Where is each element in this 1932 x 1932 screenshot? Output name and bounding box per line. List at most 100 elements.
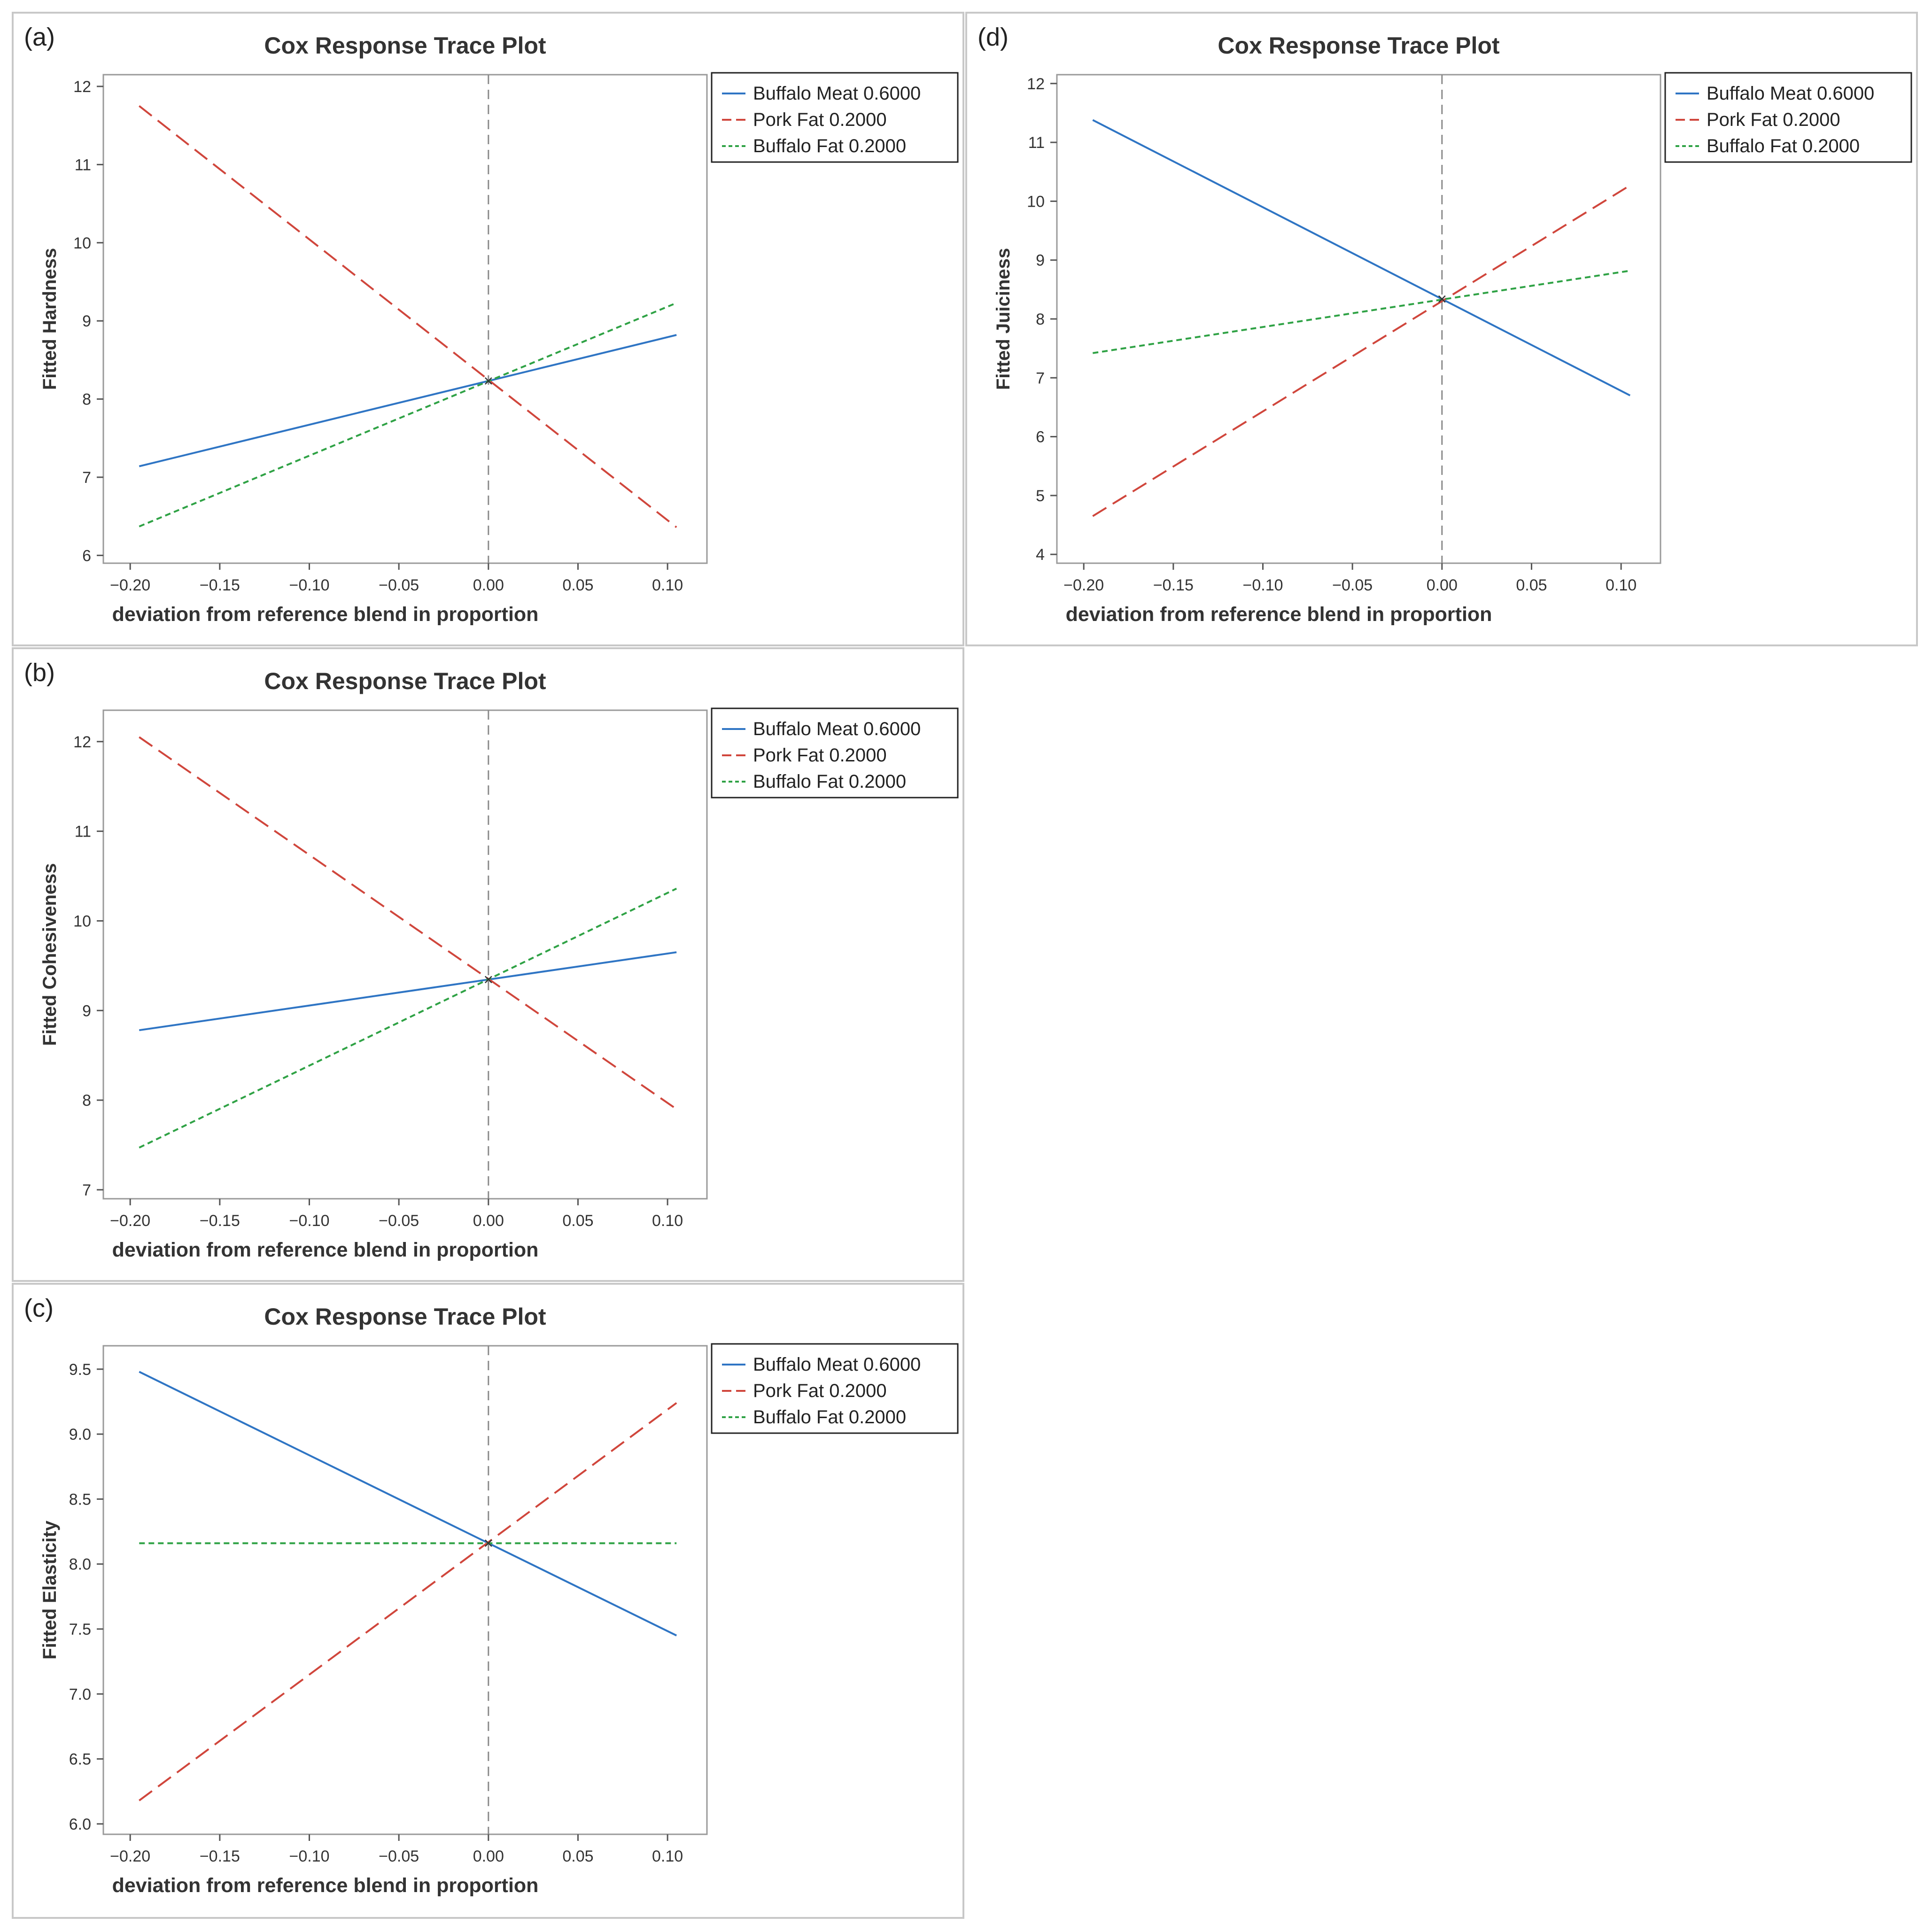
x-tick-label: 0.00 — [1427, 576, 1458, 594]
plot-area — [1056, 74, 1661, 564]
y-tick-label: 11 — [1028, 134, 1045, 152]
chart-panel: (b) Cox Response Trace Plot −0.20 −0.15 −0.1… — [12, 647, 964, 1282]
legend-box — [711, 1343, 959, 1434]
x-tick-label: 0.05 — [562, 1212, 593, 1230]
legend-label: Buffalo Fat 0.2000 — [1707, 136, 1860, 156]
y-tick-label: 12 — [73, 78, 91, 96]
x-tick-label: 0.10 — [652, 1847, 683, 1865]
y-tick-label: 7.5 — [69, 1621, 91, 1638]
y-tick-label: 10 — [73, 234, 91, 252]
legend-label: Buffalo Fat 0.2000 — [753, 771, 906, 792]
x-axis-label: deviation from reference blend in propor… — [112, 1874, 539, 1897]
x-tick-label: −0.10 — [1242, 576, 1283, 594]
y-tick-label: 9 — [1036, 252, 1045, 270]
y-tick-label: 8.5 — [69, 1490, 91, 1508]
x-tick-label: −0.20 — [110, 1212, 150, 1230]
x-tick-label: −0.15 — [200, 576, 240, 594]
y-axis-label: Fitted Juiciness — [993, 248, 1014, 390]
x-tick-label: 0.10 — [1606, 576, 1637, 594]
series-line — [139, 951, 677, 1032]
legend-box — [1664, 72, 1912, 163]
y-tick-label: 8.0 — [69, 1556, 91, 1574]
legend-label: Buffalo Fat 0.2000 — [753, 1407, 906, 1428]
x-tick-label: −0.10 — [289, 1212, 329, 1230]
legend-label: Pork Fat 0.2000 — [753, 745, 887, 766]
x-tick-label: 0.10 — [652, 1212, 683, 1230]
y-tick-label: 8 — [82, 1092, 91, 1110]
series-line — [139, 1402, 677, 1801]
y-tick-label: 6 — [82, 547, 91, 565]
x-tick-label: −0.20 — [110, 576, 150, 594]
panel-label: (c) — [24, 1294, 54, 1322]
y-tick-label: 5 — [1036, 487, 1045, 505]
series-line — [139, 887, 677, 1149]
chart-panel: (d) Cox Response Trace Plot −0.20 −0.15 −0.1… — [965, 12, 1918, 646]
x-tick-label: −0.05 — [379, 1212, 419, 1230]
series-line — [139, 302, 677, 528]
x-tick-label: 0.10 — [652, 576, 683, 594]
y-tick-label: 10 — [73, 912, 91, 930]
y-tick-label: 6.5 — [69, 1751, 91, 1769]
plot-area — [102, 1345, 708, 1835]
reference-point-marker — [1438, 295, 1446, 303]
y-axis-label: Fitted Elasticity — [39, 1520, 60, 1659]
legend-label: Buffalo Meat 0.6000 — [753, 719, 921, 739]
plot-area — [102, 709, 708, 1200]
plot-area — [102, 74, 708, 564]
reference-point-marker — [484, 1539, 492, 1547]
y-tick-label: 9.5 — [69, 1361, 91, 1379]
legend-label: Buffalo Meat 0.6000 — [753, 1354, 921, 1375]
series-line — [1092, 119, 1631, 396]
x-axis-label: deviation from reference blend in propor… — [112, 603, 539, 626]
x-tick-label: −0.20 — [1063, 576, 1104, 594]
panel-label: (b) — [24, 659, 55, 687]
reference-point-marker — [484, 377, 492, 385]
legend-label: Buffalo Fat 0.2000 — [753, 136, 906, 156]
x-tick-label: −0.10 — [289, 576, 329, 594]
x-tick-label: 0.05 — [562, 576, 593, 594]
y-tick-label: 7.0 — [69, 1685, 91, 1703]
series-line — [139, 736, 677, 1110]
panel-label: (a) — [24, 23, 55, 51]
x-tick-label: −0.15 — [200, 1212, 240, 1230]
y-tick-label: 7 — [82, 469, 91, 487]
x-tick-label: 0.00 — [473, 1212, 504, 1230]
x-tick-label: −0.10 — [289, 1847, 329, 1865]
chart-title: Cox Response Trace Plot — [264, 668, 546, 694]
y-tick-label: 8 — [82, 391, 91, 409]
x-tick-label: −0.05 — [379, 576, 419, 594]
y-tick-label: 6 — [1036, 428, 1045, 446]
legend-box — [711, 707, 959, 799]
y-tick-label: 9 — [82, 1002, 91, 1020]
x-tick-label: −0.15 — [200, 1847, 240, 1865]
chart-title: Cox Response Trace Plot — [264, 32, 546, 59]
x-tick-label: 0.00 — [473, 1847, 504, 1865]
legend-box — [711, 72, 959, 163]
y-tick-label: 8 — [1036, 310, 1045, 328]
legend-label: Pork Fat 0.2000 — [753, 1381, 887, 1401]
x-tick-label: 0.05 — [562, 1847, 593, 1865]
y-tick-label: 7 — [82, 1181, 91, 1199]
y-tick-label: 12 — [1027, 75, 1045, 93]
y-axis-label: Fitted Hardness — [39, 248, 60, 390]
chart-panel: (a) Cox Response Trace Plot −0.20 −0.15 −0.1… — [12, 12, 964, 646]
y-tick-label: 4 — [1036, 546, 1045, 564]
legend-label: Buffalo Meat 0.6000 — [753, 83, 921, 104]
y-tick-label: 9 — [82, 312, 91, 330]
legend-label: Pork Fat 0.2000 — [753, 109, 887, 130]
y-tick-label: 6.0 — [69, 1816, 91, 1833]
reference-point-marker — [484, 976, 492, 984]
legend-label: Pork Fat 0.2000 — [1707, 109, 1840, 130]
y-tick-label: 7 — [1036, 369, 1045, 387]
y-tick-label: 12 — [73, 733, 91, 751]
y-axis-label: Fitted Cohesiveness — [39, 863, 60, 1046]
x-tick-label: −0.15 — [1153, 576, 1194, 594]
y-tick-label: 9.0 — [69, 1426, 91, 1443]
y-tick-label: 11 — [75, 156, 91, 174]
series-line — [139, 334, 677, 467]
x-axis-label: deviation from reference blend in propor… — [1066, 603, 1492, 626]
series-line — [1092, 270, 1630, 354]
chart-title: Cox Response Trace Plot — [264, 1304, 546, 1330]
x-tick-label: −0.20 — [110, 1847, 150, 1865]
